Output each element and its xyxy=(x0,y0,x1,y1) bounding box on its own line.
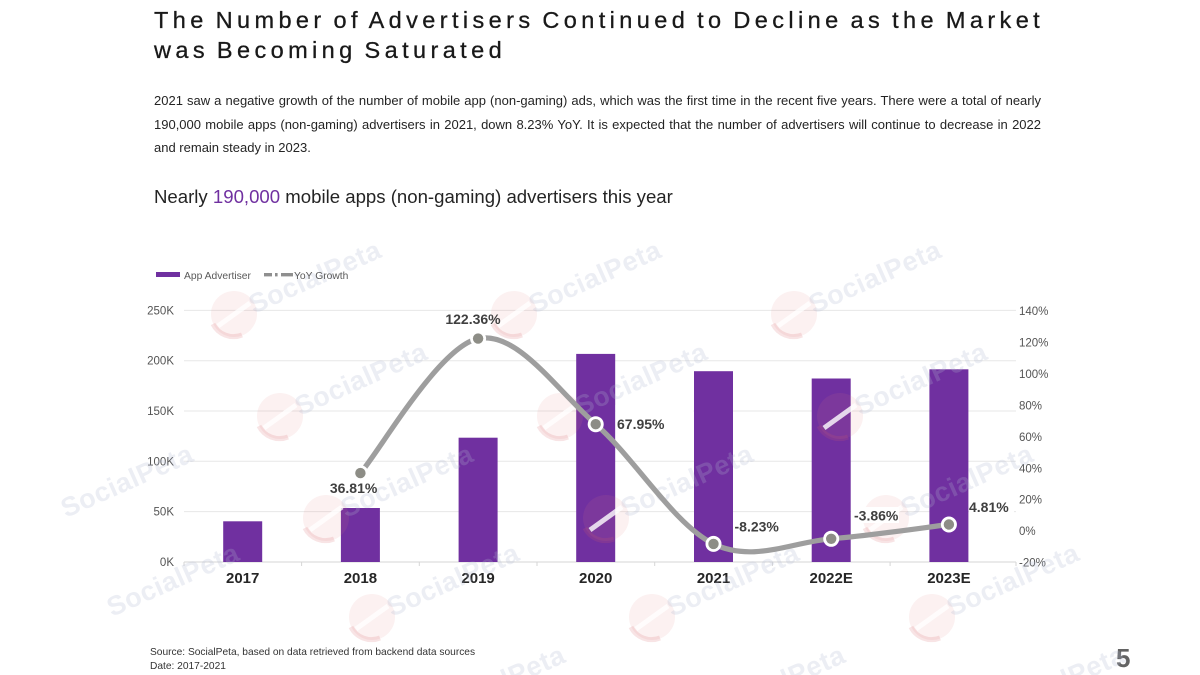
svg-text:App Advertiser: App Advertiser xyxy=(184,271,252,282)
svg-text:-3.86%: -3.86% xyxy=(854,508,899,524)
svg-text:200K: 200K xyxy=(147,356,174,368)
svg-text:YoY Growth: YoY Growth xyxy=(294,271,349,282)
svg-text:2020: 2020 xyxy=(579,570,612,587)
svg-text:2022E: 2022E xyxy=(810,570,853,587)
svg-text:140%: 140% xyxy=(1019,306,1048,318)
svg-text:120%: 120% xyxy=(1019,338,1048,350)
svg-text:250K: 250K xyxy=(147,305,174,317)
svg-text:150K: 150K xyxy=(147,406,174,418)
svg-text:4.81%: 4.81% xyxy=(969,499,1009,515)
svg-text:67.95%: 67.95% xyxy=(617,416,665,432)
svg-text:20%: 20% xyxy=(1019,494,1042,506)
svg-text:-8.23%: -8.23% xyxy=(735,519,780,535)
svg-text:2023E: 2023E xyxy=(927,570,970,587)
svg-text:50K: 50K xyxy=(154,507,175,519)
svg-text:0%: 0% xyxy=(1019,526,1036,538)
svg-text:122.36%: 122.36% xyxy=(445,311,501,327)
svg-text:100%: 100% xyxy=(1019,369,1048,381)
svg-text:2018: 2018 xyxy=(344,570,377,587)
svg-text:80%: 80% xyxy=(1019,401,1042,413)
svg-text:36.81%: 36.81% xyxy=(330,480,378,496)
svg-text:2017: 2017 xyxy=(226,570,259,587)
